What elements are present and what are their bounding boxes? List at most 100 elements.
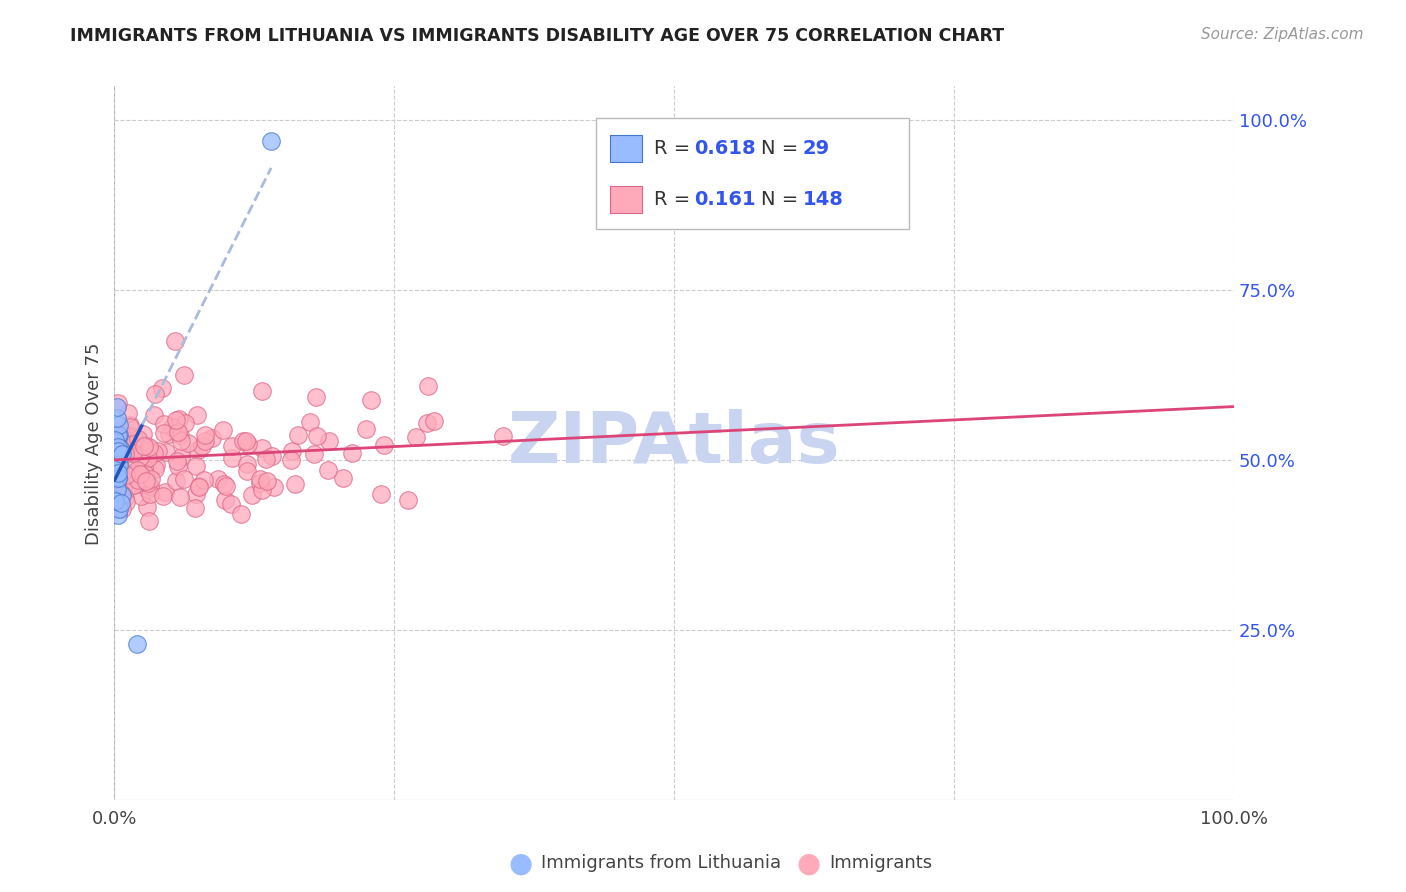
Point [340,445,363,459]
Point [107,440,129,454]
Point [177,435,200,450]
Point [138,442,160,456]
Point [107,444,129,458]
Point [108,441,131,455]
Point [169,434,191,449]
Text: 148: 148 [803,190,844,210]
Point [231,434,253,449]
Point [110,486,132,500]
Point [260,134,283,148]
Point [307,429,329,443]
Point [105,411,128,425]
Point [104,492,127,507]
Point [105,463,128,477]
Point [416,416,439,430]
Point [135,474,157,488]
Point [134,467,156,481]
Text: Immigrants: Immigrants [830,855,932,872]
Point [107,427,129,442]
Text: N =: N = [762,190,804,210]
Point [418,378,440,392]
Point [104,494,127,508]
Point [187,480,209,494]
Point [134,439,156,453]
Point [139,479,162,493]
Point [136,450,159,465]
Point [169,490,191,504]
Point [120,419,142,434]
Point [283,476,305,491]
Text: 29: 29 [803,139,830,159]
Point [114,495,136,509]
Point [143,446,166,460]
FancyBboxPatch shape [610,136,641,162]
Point [396,492,419,507]
Point [105,424,128,438]
Point [122,477,145,491]
Point [110,502,132,516]
Point [318,434,340,448]
Point [108,429,131,443]
Point [254,451,277,466]
Point [235,434,257,449]
Point [107,428,129,442]
Point [155,445,177,459]
Point [188,479,211,493]
Point [194,428,217,442]
FancyBboxPatch shape [596,119,910,229]
Point [105,469,128,483]
Text: 0.161: 0.161 [695,190,756,210]
Point [221,440,243,454]
Point [221,451,243,466]
FancyBboxPatch shape [610,186,641,213]
Text: ZIPAtlas: ZIPAtlas [508,409,841,478]
Point [136,483,159,497]
Point [114,491,136,505]
Point [150,381,173,395]
Point [120,429,142,443]
Point [240,487,263,501]
Point [127,432,149,446]
Point [104,439,127,453]
Point [194,434,217,448]
Point [186,487,208,501]
Point [108,418,131,433]
Point [280,452,302,467]
Point [105,463,128,477]
Point [111,447,134,461]
Point [107,396,129,410]
Point [136,445,159,459]
Y-axis label: Disability Age Over 75: Disability Age Over 75 [86,342,103,544]
Point [118,417,141,432]
Point [187,443,209,458]
Point [107,471,129,485]
Point [129,450,152,465]
Point [105,461,128,475]
Point [125,463,148,477]
Point [186,409,208,423]
Point [104,438,127,452]
Point [160,419,183,434]
Point [287,428,309,442]
Point [136,476,159,491]
Point [129,489,152,503]
Point [127,473,149,487]
Point [107,448,129,462]
Point [110,488,132,502]
Point [121,450,143,464]
Point [236,457,259,471]
Point [107,429,129,443]
Point [138,515,160,529]
Point [193,473,215,487]
Point [122,446,145,460]
Point [135,500,157,514]
Point [167,458,190,473]
Point [316,463,339,477]
Point [118,430,141,444]
Point [134,438,156,452]
Point [214,493,236,508]
Point [169,427,191,442]
Point [165,474,187,488]
Point [132,427,155,442]
Point [138,487,160,501]
